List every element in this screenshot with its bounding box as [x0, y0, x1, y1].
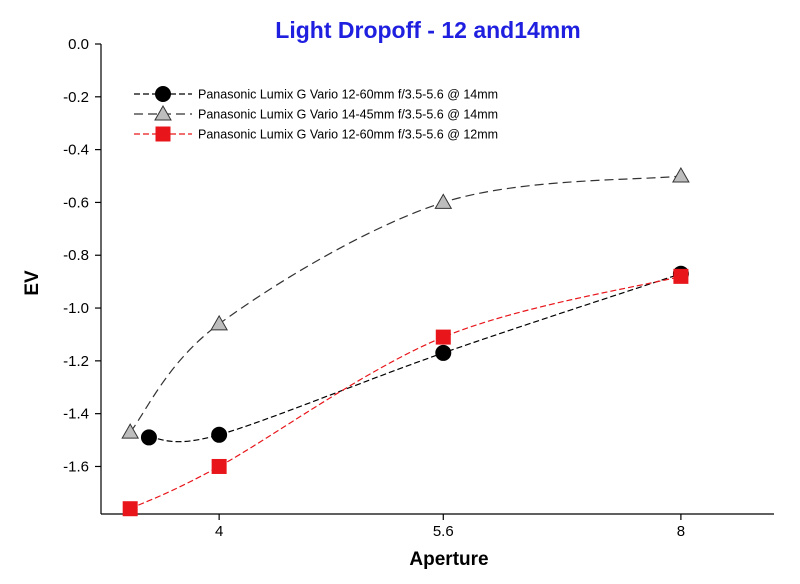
x-tick-label: 8 [677, 523, 685, 540]
series-3-point [211, 458, 227, 474]
series-line-1 [148, 273, 682, 443]
series-line-2 [129, 175, 681, 433]
x-tick-label: 5.6 [433, 523, 454, 540]
series-2-point [210, 314, 228, 331]
legend-marker-2 [154, 104, 172, 121]
series-lines [129, 175, 682, 510]
ticks: 0.0 -0.2 -0.4 -0.6 -0.8 -1.0 -1.2 -1.4 -1.6 4 5.6 8 [63, 36, 685, 540]
series-1-point [140, 429, 157, 446]
series-3-point [673, 268, 689, 284]
y-tick-label: -0.8 [63, 247, 89, 264]
x-tick-label: 4 [215, 523, 223, 540]
y-tick-label: -0.2 [63, 89, 89, 106]
legend-marker-1 [155, 86, 171, 102]
y-tick-label: -1.2 [63, 353, 89, 370]
y-tick-label: -1.6 [63, 458, 89, 475]
y-tick-label: -1.4 [63, 406, 89, 423]
legend-label-1: Panasonic Lumix G Vario 12-60mm f/3.5-5.… [198, 88, 498, 102]
series-2-point [121, 423, 140, 439]
y-tick-label: 0.0 [68, 36, 89, 53]
series-line-3 [129, 275, 682, 510]
series-3-point [122, 501, 138, 517]
y-tick-label: -1.0 [63, 300, 89, 317]
series-1-point [435, 344, 452, 361]
legend-marker-3 [155, 126, 171, 142]
series-1-point [211, 426, 228, 443]
y-tick-label: -0.4 [63, 142, 89, 159]
axes [100, 44, 774, 515]
x-axis-label: Aperture [409, 549, 488, 570]
y-axis-label: EV [22, 270, 43, 296]
series-3-point [435, 329, 451, 345]
chart-title: Light Dropoff - 12 and14mm [275, 17, 580, 43]
series-markers [121, 167, 690, 517]
y-tick-label: -0.6 [63, 194, 89, 211]
series-2-point [434, 193, 453, 209]
legend: Panasonic Lumix G Vario 12-60mm f/3.5-5.… [134, 86, 498, 142]
series-2-point [672, 167, 690, 183]
legend-label-3: Panasonic Lumix G Vario 12-60mm f/3.5-5.… [198, 128, 498, 142]
legend-label-2: Panasonic Lumix G Vario 14-45mm f/3.5-5.… [198, 108, 498, 122]
